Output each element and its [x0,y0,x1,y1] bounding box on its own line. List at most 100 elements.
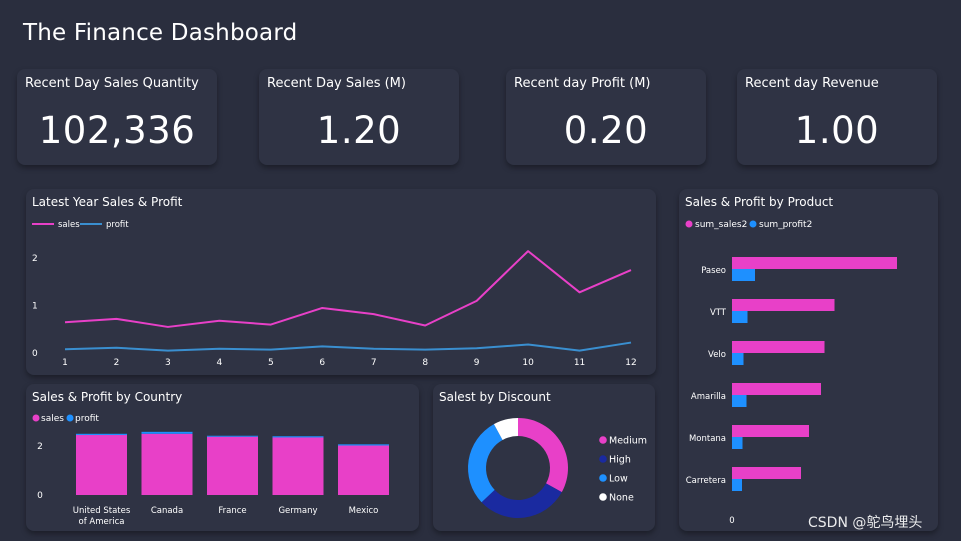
legend-label-sales: sales [41,414,64,424]
panel-latest-year[interactable]: Latest Year Sales & Profit sales profit 0 1… [26,189,656,375]
category-label: Montana [689,434,726,444]
slice-medium [518,418,568,493]
kpi-label: Recent Day Sales Quantity [25,76,199,91]
category-label: Mexico [349,506,379,516]
kpi-card-sales[interactable]: Recent Day Sales (M) 1.20 [259,69,459,165]
bar-sales [338,445,389,495]
bar-sum_sales2 [732,299,835,311]
legend-label-none: None [609,493,634,504]
legend-dot-medium [599,436,607,444]
bar-sales [272,437,324,495]
y-tick-label: 0 [37,491,43,501]
x-tick-label: 11 [574,358,585,368]
x-tick-label: 5 [268,358,274,368]
legend-dot-profit [66,414,74,422]
panel-by-product[interactable]: Sales & Profit by Product sum_sales2 sum_… [679,189,938,531]
x-tick-label: 0 [729,516,734,526]
chart-title: Latest Year Sales & Profit [32,195,183,209]
bar-sum_profit2 [732,437,743,449]
category-label: of America [79,517,125,527]
series-line-profit [64,341,632,352]
category-label: Germany [278,506,317,516]
category-label: Paseo [701,266,726,276]
product-bar-chart: sum_sales2 sum_profit2 Paseo VTT Velo Amarill… [685,220,897,526]
legend-dot-sum_profit2 [749,220,757,228]
kpi-label: Recent Day Sales (M) [267,76,406,91]
category-label: Carretera [686,476,726,486]
x-tick-label: 12 [625,358,636,368]
bar-profit [76,433,127,436]
kpi-label: Recent day Profit (M) [514,76,651,91]
bar-sales [76,435,127,495]
x-tick-label: 8 [422,358,428,368]
category-label: Amarilla [691,392,726,402]
x-tick-label: 3 [165,358,171,368]
bar-sales [141,433,193,495]
bar-profit [338,444,389,446]
legend-dot-sales [32,414,40,422]
bar-sum_sales2 [732,383,821,395]
bar-sum_profit2 [732,479,742,491]
kpi-card-sales-quantity[interactable]: Recent Day Sales Quantity 102,336 [17,69,217,165]
chart-title: Sales & Profit by Country [32,390,183,404]
x-tick-label: 7 [371,358,377,368]
legend-dot-none [599,493,607,501]
chart-title: Salest by Discount [439,390,551,404]
y-tick-label: 1 [32,302,38,312]
bar-sum_profit2 [732,395,747,407]
x-tick-label: 1 [62,358,68,368]
kpi-value: 1.20 [316,109,402,152]
bar-profit [272,436,324,438]
legend-dot-high [599,455,607,463]
category-label: France [218,506,246,516]
kpi-card-profit[interactable]: Recent day Profit (M) 0.20 [506,69,706,165]
bar-sum_profit2 [732,311,748,323]
category-label: Velo [708,350,726,360]
slice-high [481,483,562,518]
bar-profit [207,435,258,437]
y-tick-label: 2 [32,254,38,264]
bar-profit [141,431,193,434]
legend-dot-low [599,474,607,482]
x-tick-label: 10 [522,358,534,368]
slice-none [493,418,518,440]
x-tick-label: 9 [474,358,480,368]
bar-sales [207,436,258,495]
kpi-card-revenue[interactable]: Recent day Revenue 1.00 [737,69,937,165]
category-label: VTT [710,308,727,318]
legend-label-sum_profit2: sum_profit2 [759,220,812,230]
legend-label-sum_sales2: sum_sales2 [695,220,747,230]
bar-sum_sales2 [732,341,825,353]
x-tick-label: 6 [319,358,325,368]
slice-low [468,424,503,503]
series-line-sales [64,250,632,328]
dashboard-title: The Finance Dashboard [23,20,298,46]
watermark: CSDN @鸵鸟埋头 [808,515,923,531]
panel-by-country[interactable]: Sales & Profit by Country sales profit 0 2 U… [26,384,419,531]
kpi-label: Recent day Revenue [745,76,879,91]
kpi-value: 1.00 [794,109,880,152]
y-tick-label: 2 [37,442,43,452]
kpi-value: 102,336 [38,109,196,152]
panel-by-discount[interactable]: Salest by Discount Medium High Low None [433,384,655,531]
x-tick-label: 4 [216,358,222,368]
legend-label-medium: Medium [609,436,647,447]
legend-label-profit: profit [75,414,99,424]
bar-sum_profit2 [732,269,755,281]
category-label: United States [73,506,131,516]
legend-label-profit: profit [106,220,129,230]
bar-sum_profit2 [732,353,744,365]
bar-sum_sales2 [732,425,809,437]
legend-label-low: Low [609,474,628,485]
legend-label-sales: sales [58,220,80,230]
x-tick-label: 2 [114,358,120,368]
category-label: Canada [151,506,183,516]
discount-donut-chart: Medium High Low None [468,418,647,518]
legend-label-high: High [609,455,631,466]
kpi-value: 0.20 [563,109,649,152]
chart-title: Sales & Profit by Product [685,195,834,209]
bar-sum_sales2 [732,467,801,479]
y-tick-label: 0 [32,349,38,359]
